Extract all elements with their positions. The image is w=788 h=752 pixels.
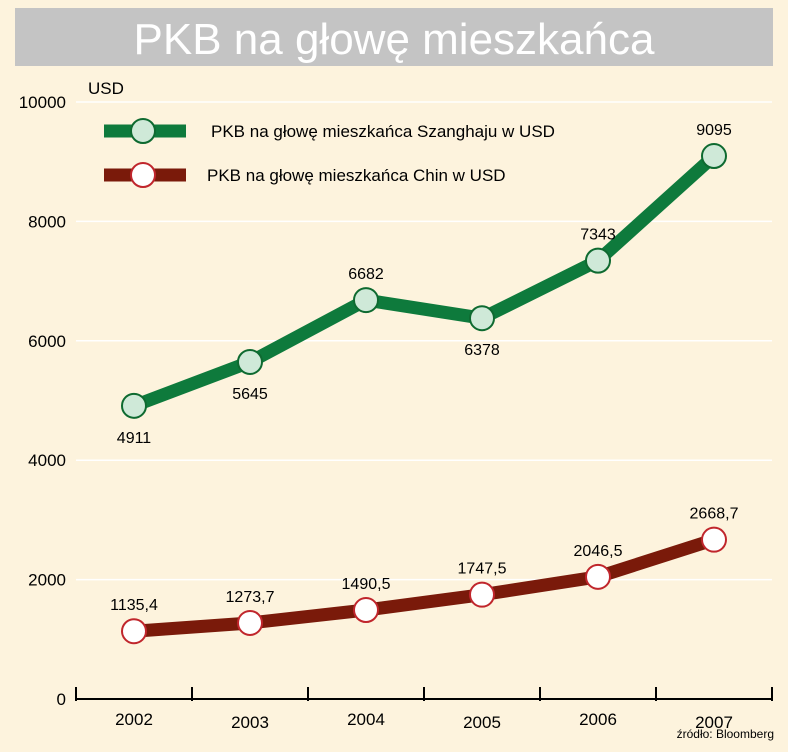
data-label: 9095	[696, 122, 732, 139]
x-tick-label: 2002	[115, 710, 153, 729]
data-point-marker	[469, 305, 495, 332]
axes	[75, 687, 773, 701]
data-label: 6682	[348, 266, 384, 283]
data-point-marker	[469, 581, 495, 608]
data-label: 1747,5	[458, 561, 507, 578]
y-tick-labels: 0 2000 4000 6000 8000 10000	[19, 93, 66, 709]
x-tick-label: 2005	[463, 713, 501, 732]
chart-title: PKB na głowę mieszkańca	[134, 15, 655, 64]
y-tick-label: 4000	[28, 451, 66, 470]
legend: PKB na głowę mieszkańca Szanghaju w USD P…	[104, 118, 555, 188]
legend-label: PKB na głowę mieszkańca Chin w USD	[207, 166, 506, 185]
data-point-marker	[237, 348, 263, 375]
data-label: 2046,5	[574, 543, 623, 560]
x-tick-label: 2006	[579, 710, 617, 729]
data-point-marker	[121, 618, 147, 645]
data-label: 4911	[117, 430, 152, 447]
legend-swatch-marker	[130, 162, 156, 188]
series-line	[127, 533, 721, 638]
legend-label: PKB na głowę mieszkańca Szanghaju w USD	[211, 122, 555, 141]
source-note: źródło: Bloomberg	[677, 727, 774, 741]
data-label: 1273,7	[226, 589, 275, 606]
y-tick-label: 10000	[19, 93, 66, 112]
data-point-marker	[701, 143, 727, 170]
data-point-marker	[237, 609, 263, 636]
data-label: 1135,4	[110, 597, 158, 614]
data-point-marker	[353, 287, 379, 314]
data-point-marker	[353, 597, 379, 624]
y-axis-unit: USD	[88, 79, 124, 98]
x-tick-label: 2007	[695, 713, 733, 732]
y-tick-label: 0	[57, 690, 66, 709]
data-point-marker	[585, 247, 611, 274]
y-tick-label: 6000	[28, 332, 66, 351]
data-point-marker	[121, 392, 147, 419]
y-tick-label: 8000	[28, 212, 66, 231]
data-label: 7343	[580, 227, 616, 244]
gridlines	[76, 101, 772, 581]
x-tick-label: 2003	[231, 713, 269, 732]
x-tick-label: 2004	[347, 710, 385, 729]
legend-swatch-marker	[130, 118, 156, 144]
data-label: 1490,5	[342, 576, 391, 593]
data-label: 2668,7	[690, 506, 739, 523]
data-label: 5645	[232, 386, 268, 403]
data-point-marker	[585, 563, 611, 590]
x-tick-labels: 2002 2003 2004 2005 2006 2007	[115, 710, 733, 732]
y-tick-label: 2000	[28, 571, 66, 590]
series-line	[127, 149, 721, 413]
data-point-marker	[701, 526, 727, 553]
data-label: 6378	[464, 342, 500, 359]
title-bar	[15, 8, 773, 66]
series-layer: 4911 5645 6682 6378 7343 9095 1135,4 1273,7 1490…	[110, 122, 739, 645]
